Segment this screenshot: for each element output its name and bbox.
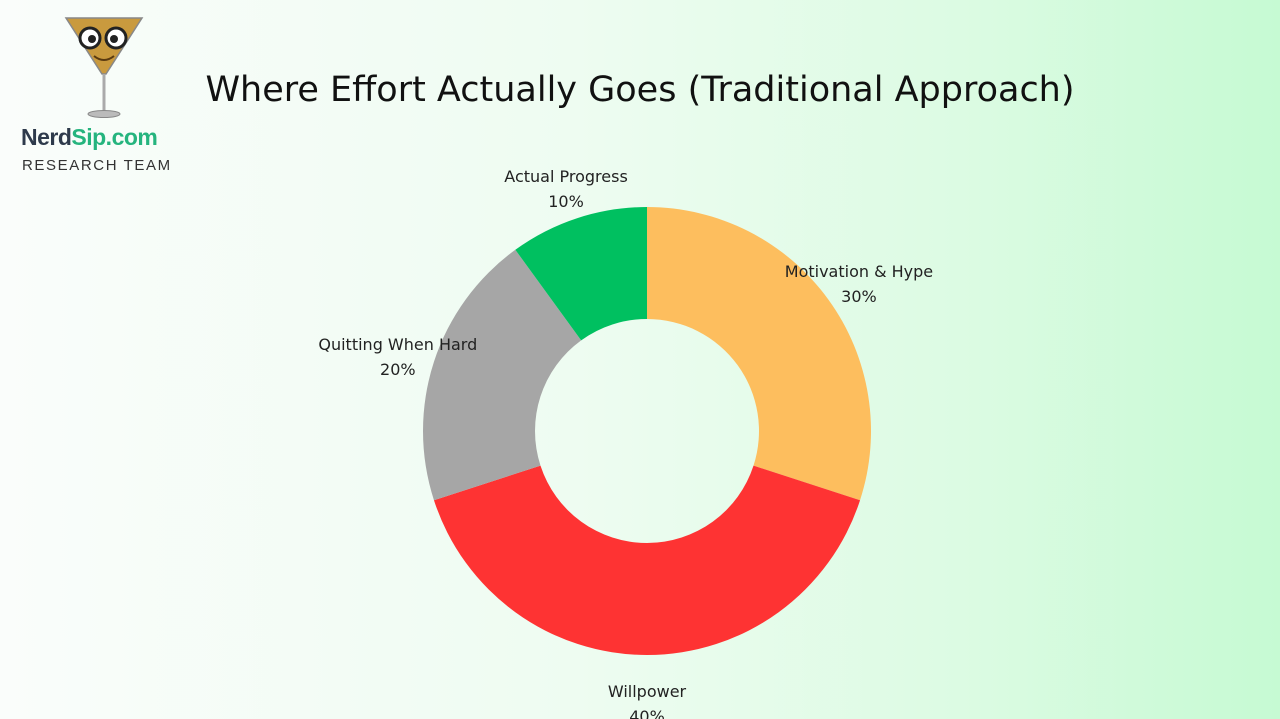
- slice-value-label: 30%: [841, 287, 877, 306]
- slice-quitting-when-hard: [423, 249, 582, 501]
- slice-motivation-hype: [647, 207, 871, 501]
- brand-name-part2: Sip.com: [71, 124, 158, 150]
- brand-name-part1: Nerd: [21, 124, 72, 150]
- martini-glass-icon: [64, 17, 144, 118]
- brand-name: NerdSip.com: [21, 124, 158, 151]
- slice-label: Actual Progress: [504, 167, 628, 186]
- slice-actual-progress: [515, 207, 647, 341]
- chart-title-text: Where Effort Actually Goes (Traditional …: [205, 70, 1075, 110]
- slice-value-label: 20%: [380, 360, 416, 379]
- slice-label: Motivation & Hype: [785, 262, 933, 281]
- brand-subtitle: RESEARCH TEAM: [22, 157, 172, 174]
- chart-title: Where Effort Actually Goes (Traditional …: [0, 70, 1280, 110]
- slice-value-label: 10%: [548, 192, 584, 211]
- slice-willpower: [433, 465, 861, 656]
- slice-value-label: 40%: [629, 707, 665, 719]
- slice-label: Quitting When Hard: [318, 335, 477, 354]
- slice-label: Willpower: [608, 682, 687, 701]
